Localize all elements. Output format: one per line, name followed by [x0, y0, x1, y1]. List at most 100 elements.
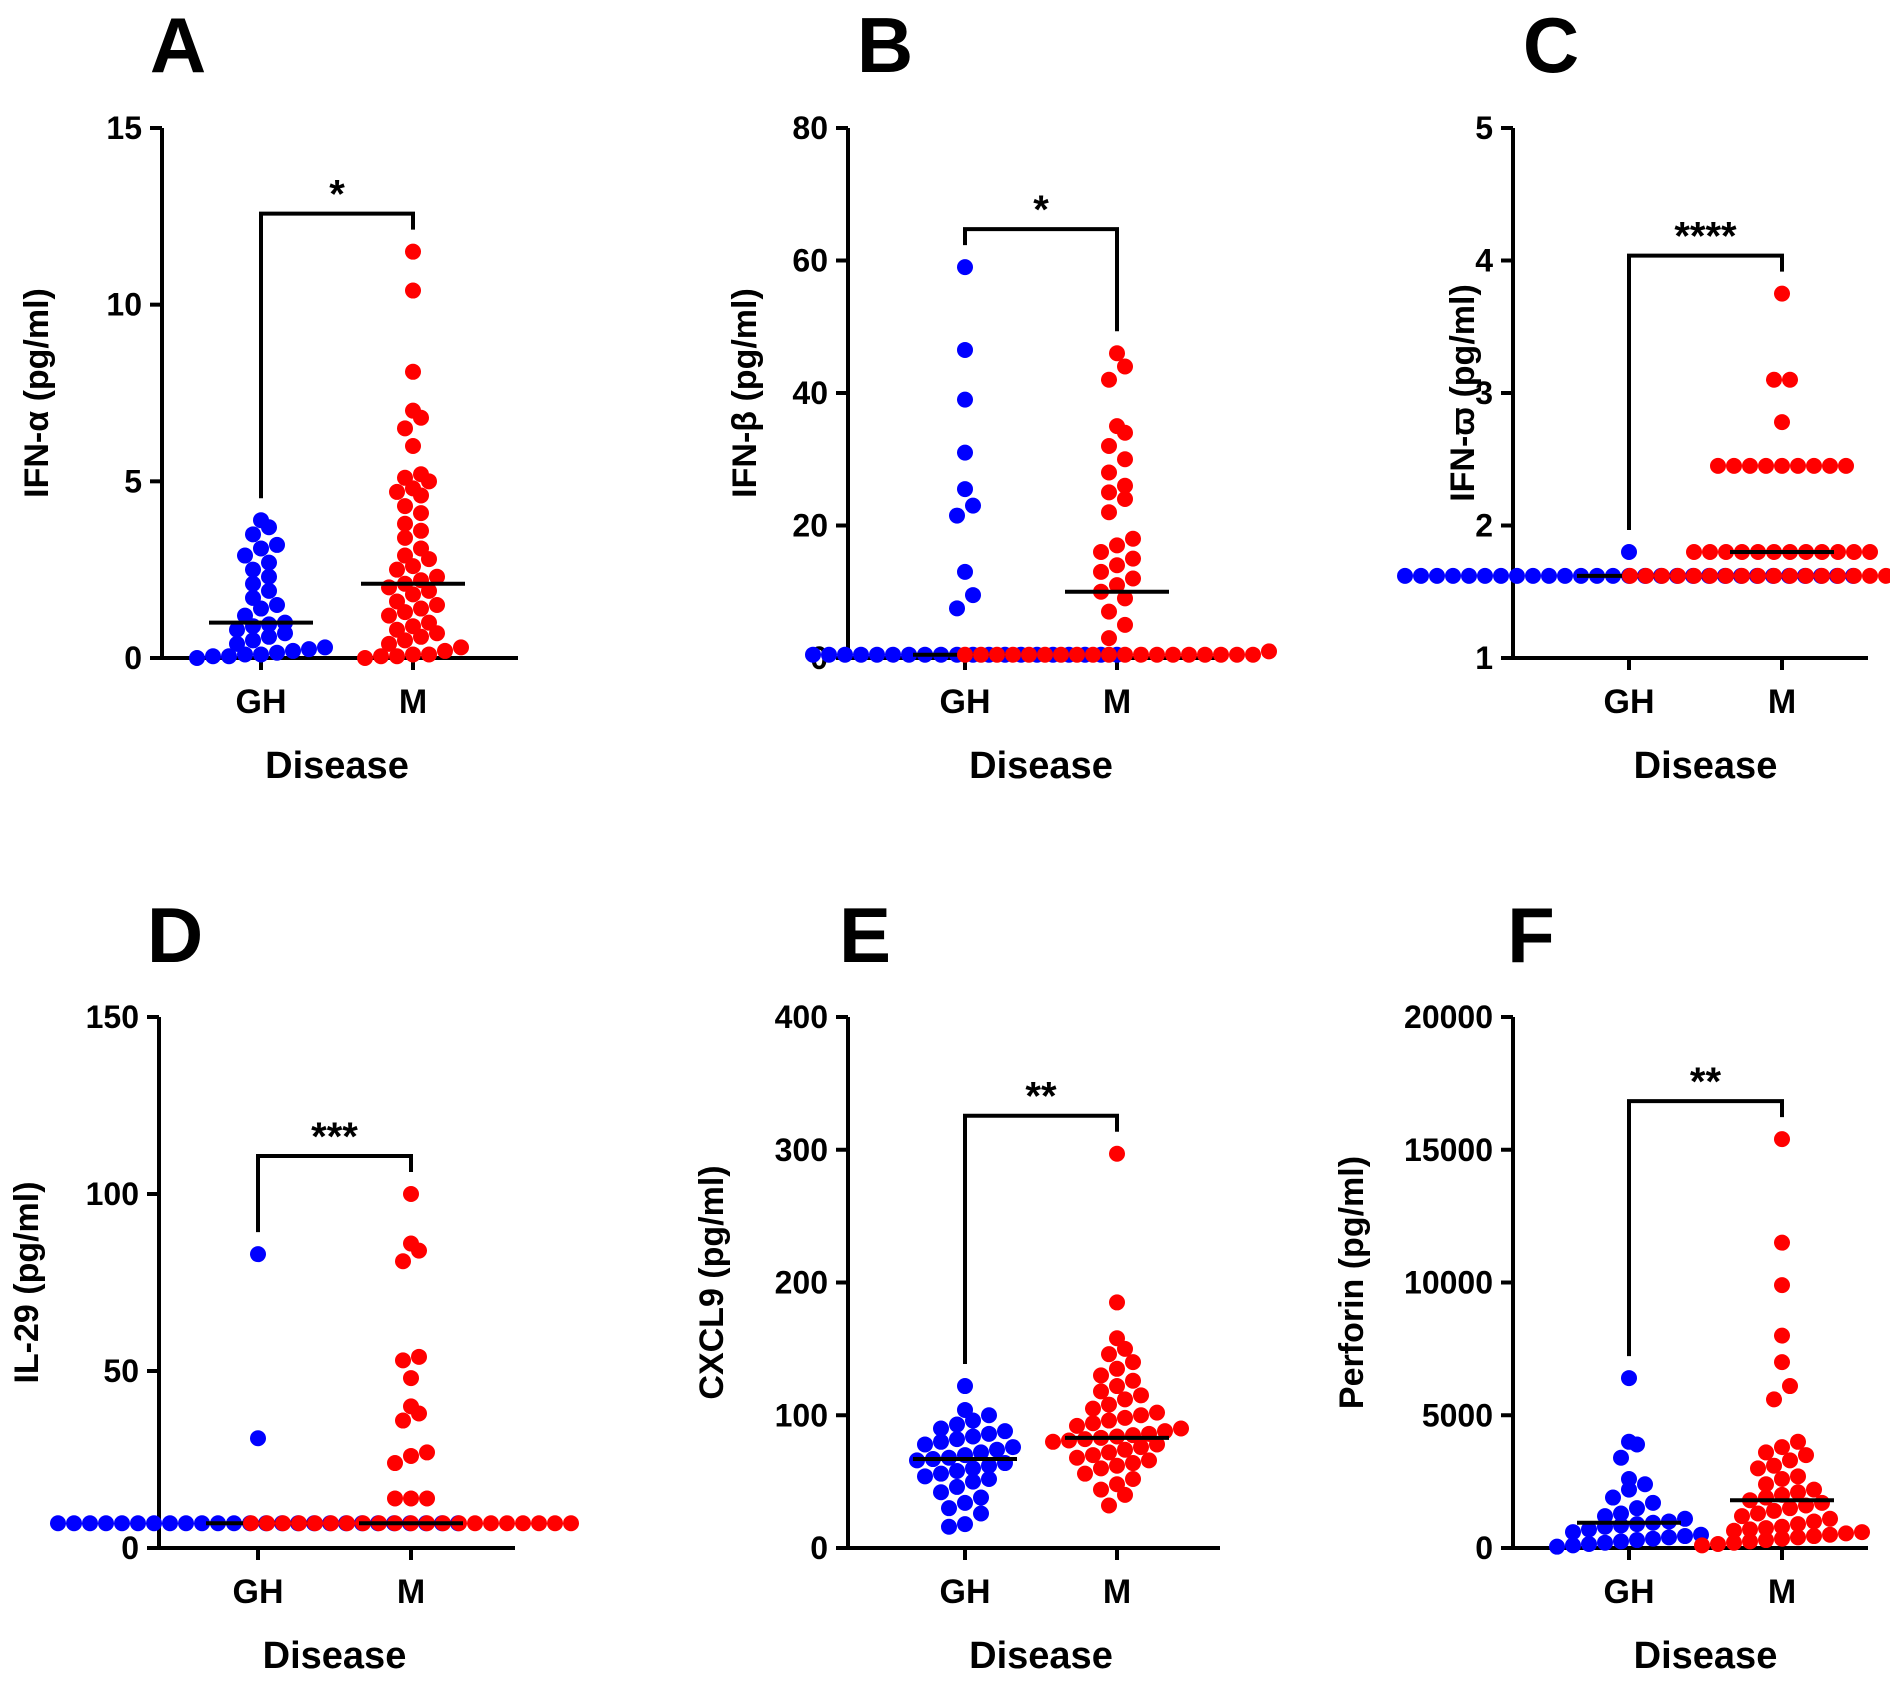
data-point [957, 1378, 973, 1395]
data-point [1774, 285, 1790, 302]
data-point [421, 614, 437, 631]
data-point [1814, 567, 1830, 584]
data-point [381, 607, 397, 624]
data-point [1766, 1457, 1782, 1474]
data-point [1774, 1354, 1790, 1371]
x-tick-label-m: M [1103, 683, 1131, 721]
data-point [1093, 1367, 1109, 1384]
y-tick-label: 100 [86, 1176, 139, 1212]
data-point [1133, 1387, 1149, 1404]
data-point [949, 600, 965, 617]
data-point [405, 243, 421, 260]
data-point [1806, 1528, 1822, 1545]
data-point [1245, 646, 1261, 663]
data-point [1101, 371, 1117, 388]
significance-stars: * [1033, 188, 1049, 232]
data-point [973, 646, 989, 663]
data-point [395, 1412, 411, 1429]
significance-stars: * [329, 173, 345, 217]
y-tick-label: 10 [106, 287, 142, 323]
data-point [1790, 1468, 1806, 1485]
data-point [429, 597, 445, 613]
data-point [821, 646, 837, 663]
series-m [1622, 285, 1890, 584]
data-point [965, 1428, 981, 1445]
data-point [421, 646, 437, 663]
data-point [1109, 537, 1125, 554]
data-point [1197, 646, 1213, 663]
data-point [1629, 1532, 1645, 1549]
x-tick-label-gh: GH [940, 683, 991, 721]
data-point [1814, 1494, 1830, 1511]
data-point [221, 648, 237, 665]
data-point [403, 1235, 419, 1252]
data-point [965, 1473, 981, 1490]
data-point [965, 587, 981, 604]
x-tick-label-m: M [1103, 1573, 1131, 1611]
data-point [957, 391, 973, 408]
data-point [1645, 1494, 1661, 1511]
data-point [1726, 1522, 1742, 1539]
panel-f: F 0 5000 10000 15000 20000 Perforin (pg/ml) GH M… [1333, 891, 1870, 1677]
data-point [411, 1348, 427, 1365]
data-point [933, 1420, 949, 1437]
data-point [1069, 646, 1085, 663]
significance-stars: ** [1690, 1060, 1722, 1104]
data-point [1830, 567, 1846, 584]
panel-letter: B [857, 1, 913, 89]
data-point [98, 1515, 114, 1532]
data-point [1838, 457, 1854, 474]
data-point [1766, 1502, 1782, 1519]
significance-bracket [1627, 1099, 1784, 1357]
data-point [1093, 563, 1109, 580]
data-point [389, 593, 405, 610]
x-axis-label: Disease [969, 745, 1113, 787]
data-point [1838, 1525, 1854, 1542]
data-point [1133, 1407, 1149, 1424]
data-point [957, 481, 973, 498]
data-point [1077, 1465, 1093, 1482]
data-point [1806, 1513, 1822, 1530]
data-point [1846, 544, 1862, 560]
data-point [1045, 1433, 1061, 1450]
data-point [1101, 484, 1117, 501]
y-tick-label: 50 [103, 1353, 139, 1389]
data-point [1413, 567, 1429, 584]
data-point [957, 341, 973, 358]
data-point [253, 646, 269, 663]
data-point [381, 635, 397, 652]
data-point [1790, 1529, 1806, 1546]
significance-bracket [1627, 253, 1784, 530]
data-point [1822, 1526, 1838, 1543]
data-point [397, 529, 413, 546]
data-point [1101, 464, 1117, 481]
x-tick-label-gh: GH [1604, 1573, 1655, 1611]
data-point [917, 1468, 933, 1485]
data-point [949, 507, 965, 524]
data-point [1109, 557, 1125, 574]
data-point [1774, 414, 1790, 431]
data-point [1093, 544, 1109, 560]
data-point [413, 522, 429, 539]
panel-letter: E [839, 891, 891, 979]
data-point [973, 1444, 989, 1461]
data-point [989, 646, 1005, 663]
y-tick-label: 4 [1475, 243, 1493, 279]
data-point [1742, 457, 1758, 474]
data-point [1229, 646, 1245, 663]
data-point [1093, 1383, 1109, 1400]
data-point [66, 1515, 82, 1532]
data-point [1638, 567, 1654, 584]
data-point [1021, 646, 1037, 663]
y-tick-label: 15 [106, 110, 142, 146]
series-gh [805, 259, 1125, 663]
data-point [1565, 1537, 1581, 1554]
data-point [1445, 567, 1461, 584]
data-point [1125, 1470, 1141, 1487]
data-point [357, 650, 373, 666]
significance-bracket [259, 211, 415, 499]
data-point [1069, 1449, 1085, 1466]
significance-stars: *** [311, 1115, 358, 1159]
data-point [1125, 570, 1141, 587]
